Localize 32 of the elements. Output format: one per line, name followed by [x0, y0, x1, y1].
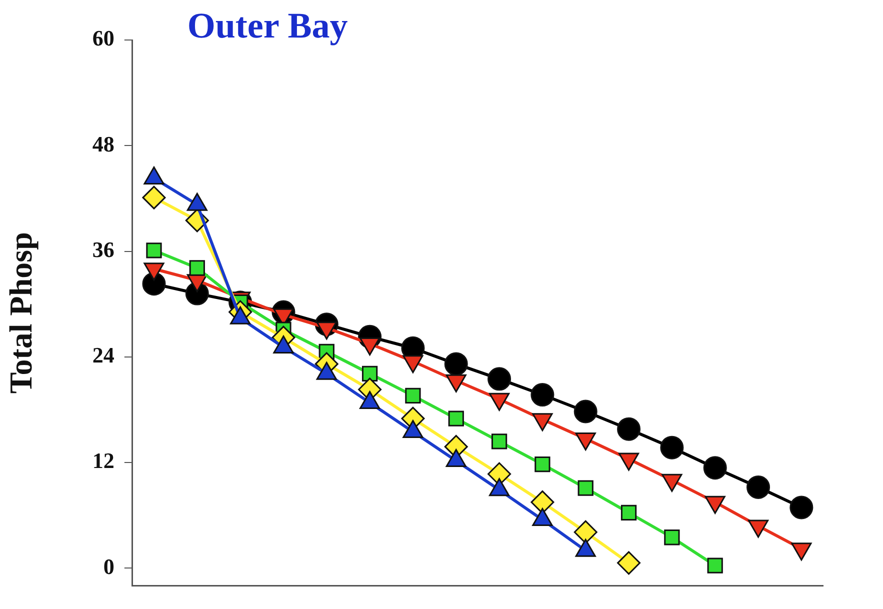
point [660, 436, 684, 460]
point [574, 400, 598, 424]
point [617, 417, 641, 441]
y-tick-label: 12 [92, 448, 114, 474]
point [362, 366, 378, 382]
point [405, 388, 421, 404]
point [620, 504, 637, 521]
point [444, 352, 468, 376]
point [746, 475, 770, 499]
point [703, 456, 727, 480]
point [617, 551, 641, 575]
point [189, 260, 205, 276]
y-tick-label: 60 [92, 26, 114, 51]
point [790, 496, 814, 520]
point [142, 186, 166, 210]
point [488, 367, 512, 391]
chart-title: Outer Bay [187, 5, 348, 46]
point [491, 434, 508, 450]
y-tick-label: 24 [92, 342, 114, 368]
point [530, 490, 554, 514]
point [530, 383, 554, 407]
y-tick-label: 48 [92, 131, 114, 156]
point [574, 520, 598, 544]
point [578, 480, 594, 496]
point [146, 242, 162, 258]
point [534, 456, 550, 472]
point [664, 530, 680, 546]
point [448, 410, 464, 426]
point [707, 558, 723, 574]
y-tick-label: 0 [103, 554, 114, 579]
y-tick-label: 36 [92, 236, 114, 262]
y-axis-title: Total Phosp [2, 232, 38, 394]
